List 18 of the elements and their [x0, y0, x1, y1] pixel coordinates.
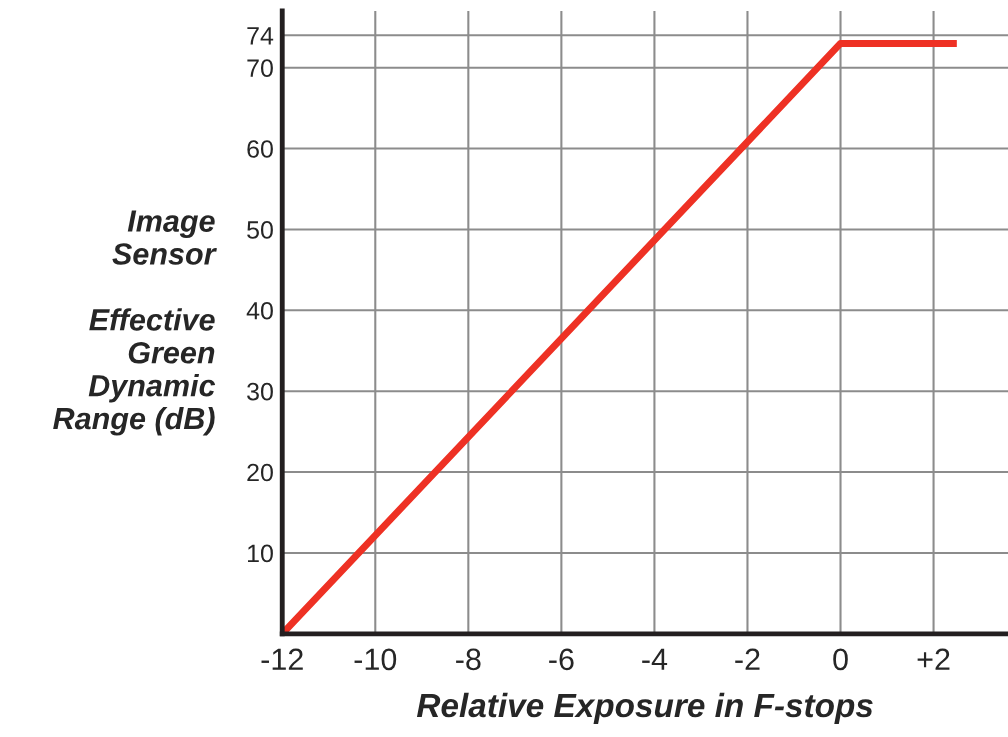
x-tick-label: +2	[917, 648, 950, 670]
y-tick-label: 70	[247, 59, 273, 77]
x-tick-label: -10	[354, 648, 397, 671]
x-tick-label: -4	[642, 648, 668, 670]
text: Image Sensor Effective Green Dynamic Range (dB)	[53, 210, 217, 436]
y-tick-label: 60	[247, 140, 273, 158]
x-axis-title: Relative Exposure in F-stops	[416, 692, 873, 724]
x-tick-label: -6	[549, 648, 574, 671]
y-tick-label: 74	[247, 27, 274, 45]
x-tick-label: 0	[833, 648, 848, 671]
x-tick-label: -2	[735, 648, 760, 670]
y-tick-label: 30	[247, 382, 273, 401]
y-tick-label: 10	[248, 544, 273, 563]
y-tick-label: 50	[247, 221, 273, 239]
x-tick-label: -8	[456, 648, 481, 671]
y-tick-label: 40	[246, 301, 273, 320]
y-tick-label: 20	[247, 463, 273, 482]
x-tick-label: -12	[261, 648, 303, 670]
